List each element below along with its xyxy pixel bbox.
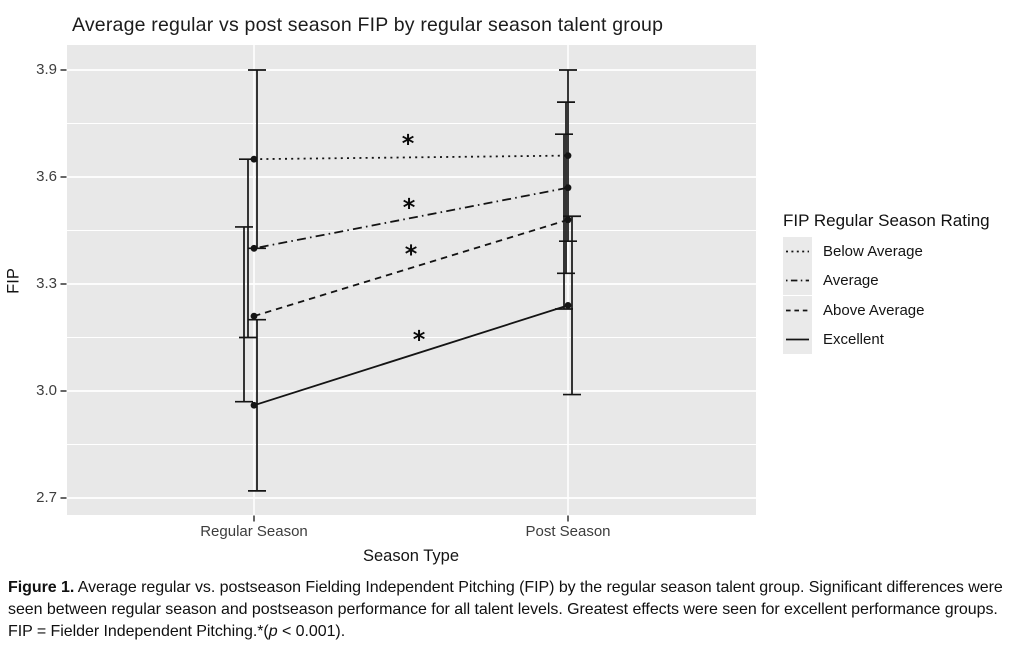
- legend-key-solid-line-icon: [783, 325, 812, 355]
- legend: Below Average Average Above Average Excelle…: [783, 237, 925, 355]
- series-line-average: [253, 186, 569, 250]
- y-axis-title: FIP: [4, 268, 23, 294]
- caption-segment: Average regular vs. postseason Fielding …: [8, 579, 1003, 640]
- legend-label: Above Average: [823, 301, 925, 319]
- significance-asterisk-excellent: *: [413, 326, 426, 354]
- chart-title: Average regular vs post season FIP by re…: [72, 14, 664, 36]
- legend-label: Excellent: [823, 331, 884, 349]
- series-line-below-average: [253, 154, 569, 161]
- significance-asterisk-average: *: [403, 194, 416, 222]
- x-tick-label-post-season: Post Season: [525, 523, 611, 540]
- significance-asterisk-below-average: *: [402, 129, 415, 157]
- caption-segment: Figure 1.: [8, 579, 75, 596]
- x-tick-label-regular-season: Regular Season: [200, 523, 308, 540]
- data-point-average-post-season: [564, 184, 572, 192]
- figure-caption: Figure 1. Average regular vs. postseason…: [8, 577, 1008, 642]
- fip-chart-canvas: * * * *: [60, 45, 756, 522]
- series-line-excellent: [253, 304, 569, 407]
- legend-entry-excellent: Excellent: [783, 325, 924, 355]
- caption-segment: p: [268, 622, 278, 640]
- legend-entry-above-average: Above Average: [783, 295, 925, 325]
- legend-entry-average: Average: [783, 266, 924, 296]
- legend-entry-below-average: Below Average: [783, 237, 924, 267]
- data-point-excellent-regular-season: [250, 401, 258, 409]
- legend-title: FIP Regular Season Rating: [783, 211, 990, 230]
- data-point-average-regular-season: [250, 244, 258, 252]
- caption-segment: < 0.001).: [277, 622, 346, 640]
- x-axis-title: Season Type: [362, 547, 460, 565]
- legend-label: Average: [823, 272, 879, 290]
- series-line-above-average: [253, 218, 569, 317]
- significance-asterisk-above-average: *: [405, 240, 418, 268]
- y-tick-label-3.6: 3.6: [36, 168, 57, 185]
- data-point-above-average-post-season: [564, 216, 572, 224]
- legend-key-dotted-line-icon: [783, 237, 812, 267]
- legend-label: Below Average: [823, 243, 923, 261]
- data-point-above-average-regular-season: [250, 312, 258, 320]
- data-point-excellent-post-season: [564, 302, 572, 309]
- y-tick-label-3.9: 3.9: [36, 61, 57, 78]
- legend-key-dotdash-line-icon: [783, 266, 812, 296]
- y-tick-label-3.3: 3.3: [36, 275, 57, 292]
- y-tick-label-2.7: 2.7: [36, 489, 57, 506]
- y-tick-label-3.0: 3.0: [36, 382, 57, 399]
- legend-key-dashed-line-icon: [783, 295, 812, 325]
